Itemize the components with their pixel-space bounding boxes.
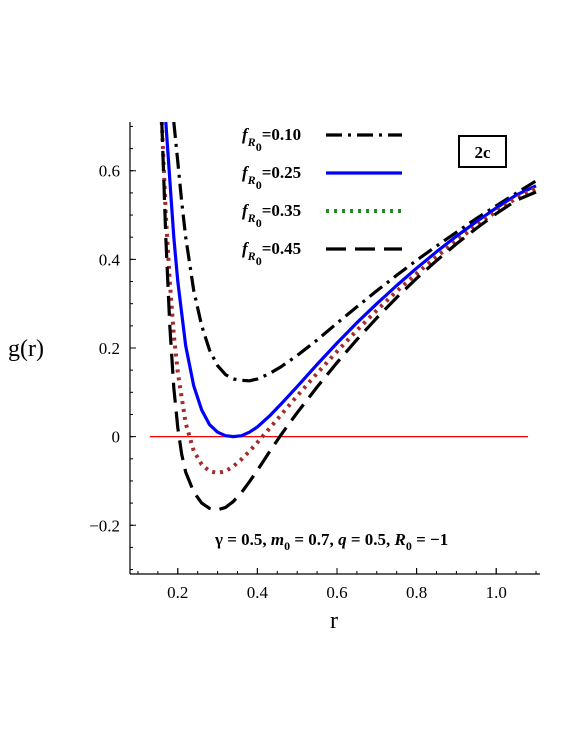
badge-label: 2c [474,143,491,162]
x-tick-label: 0.6 [326,583,347,602]
y-tick-label: 0 [112,428,121,447]
y-tick-label: 0.6 [99,162,120,181]
series-line-0 [172,122,537,383]
series-line-1 [164,122,537,439]
series-line-3 [159,122,537,475]
y-axis-label: g(r) [8,336,44,362]
annotations: 2c γ = 0.5, m0 = 0.7, q = 0.5, R0 = −1 [214,135,507,553]
y-tick-label: −0.2 [89,516,120,535]
legend-entry-4: fR0=0.45 [242,239,301,268]
legend: fR0=0.10 fR0=0.25 fR0=0.35 fR0=0.45 [242,125,402,268]
y-tick-label: 0.2 [99,339,120,358]
legend-entry-2: fR0=0.35 [242,201,301,230]
y-tick-label: 0.4 [99,250,121,269]
legend-entry-1: fR0=0.25 [242,163,301,192]
series-layer [149,122,537,512]
x-tick-label: 0.4 [247,583,269,602]
axes: 0.2 0.4 0.6 0.8 1.0 −0.2 0 0.2 0.4 0.6 r g(r) [8,122,540,634]
legend-entry-0: fR0=0.10 [242,125,301,154]
x-tick-label: 1.0 [486,583,507,602]
badge-box [458,135,507,168]
x-axis-label: r [330,608,338,634]
x-tick-label: 0.8 [406,583,427,602]
x-tick-label: 0.2 [167,583,188,602]
series-line-4 [160,122,537,512]
parameter-annotation: γ = 0.5, m0 = 0.7, q = 0.5, R0 = −1 [214,530,448,553]
